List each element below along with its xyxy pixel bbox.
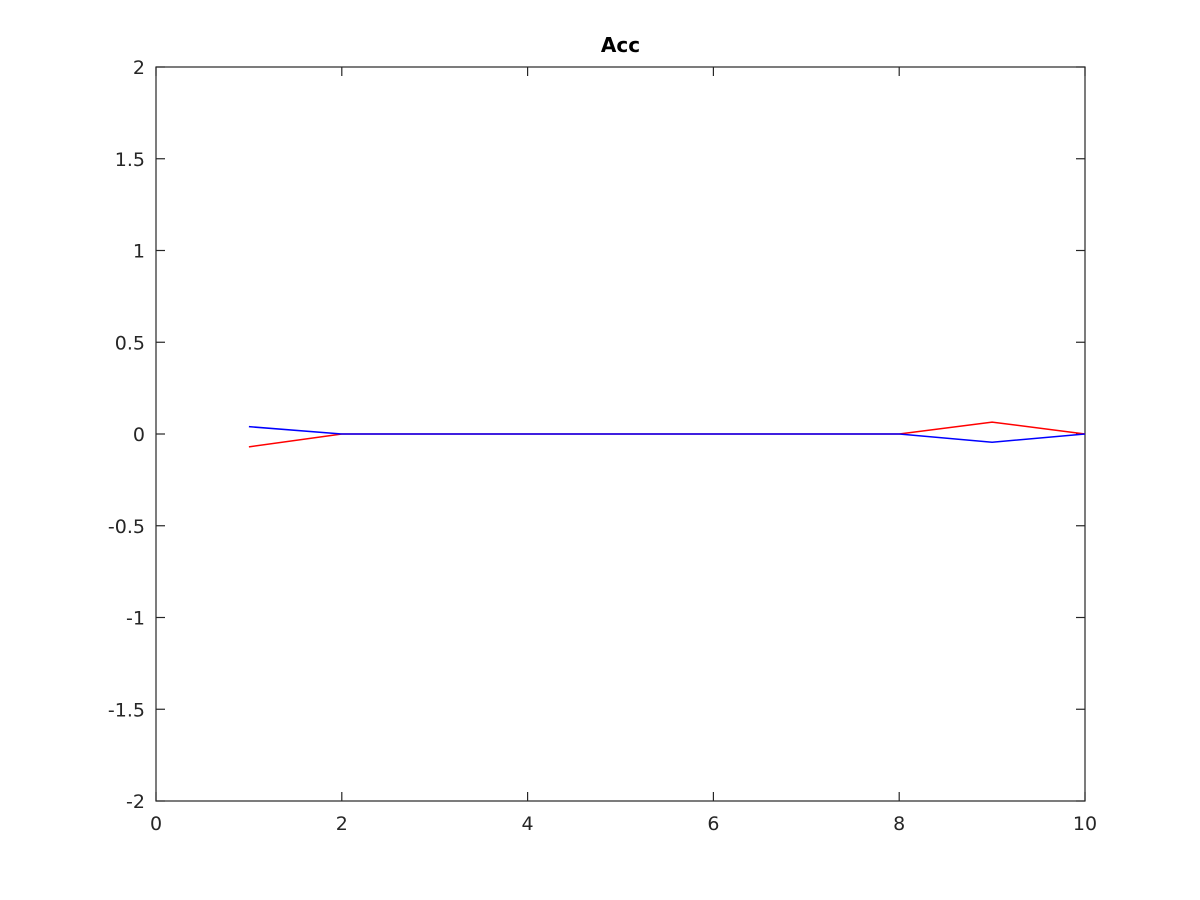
y-tick-label: 0.5 [115, 332, 145, 354]
x-tick-label: 0 [150, 813, 162, 835]
y-tick-label: -2 [126, 791, 145, 813]
x-tick-label: 8 [893, 813, 905, 835]
series-line-2 [248, 425, 1086, 444]
x-tick-label: 4 [522, 813, 534, 835]
y-tick-label: 1 [133, 241, 145, 263]
y-tick-label: -0.5 [108, 516, 145, 538]
y-tick-label: 0 [133, 424, 145, 446]
y-tick-label: 1.5 [115, 149, 145, 171]
x-tick-label: 2 [336, 813, 348, 835]
x-tick-label: 10 [1073, 813, 1097, 835]
plot-area: 0 2 4 6 8 10 -2 -1.5 -1 -0.5 0 0.5 1 1.5 2 [108, 57, 1097, 835]
x-tick-label: 6 [707, 813, 719, 835]
y-tick-label: 2 [133, 57, 145, 79]
y-tick-label: -1.5 [108, 699, 145, 721]
y-tick-label: -1 [126, 608, 145, 630]
chart-title: Acc [601, 33, 640, 57]
